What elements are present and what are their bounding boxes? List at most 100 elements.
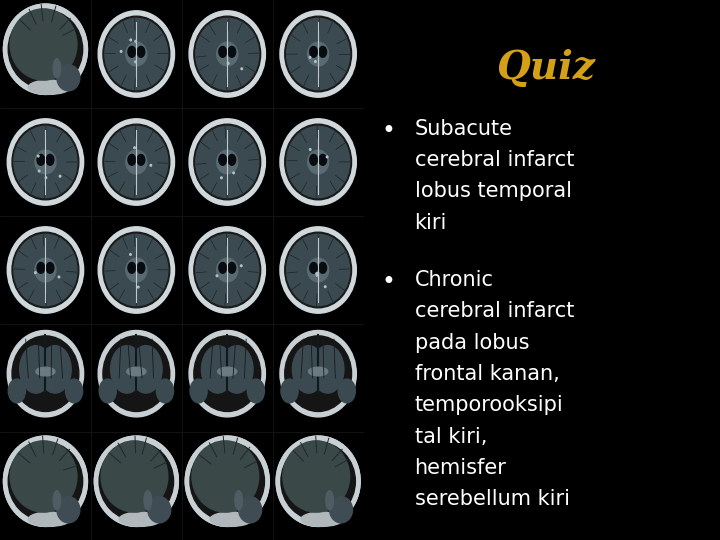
Ellipse shape bbox=[35, 258, 56, 282]
Ellipse shape bbox=[8, 442, 83, 521]
Ellipse shape bbox=[120, 512, 161, 526]
Ellipse shape bbox=[338, 379, 356, 403]
Ellipse shape bbox=[7, 227, 84, 313]
Ellipse shape bbox=[130, 254, 131, 255]
Ellipse shape bbox=[101, 441, 168, 512]
Ellipse shape bbox=[57, 497, 80, 523]
Text: frontal kanan,: frontal kanan, bbox=[415, 364, 559, 384]
Ellipse shape bbox=[103, 16, 170, 92]
Ellipse shape bbox=[105, 18, 168, 90]
Ellipse shape bbox=[280, 11, 356, 97]
Ellipse shape bbox=[284, 16, 351, 92]
Ellipse shape bbox=[35, 272, 36, 274]
Ellipse shape bbox=[128, 154, 135, 165]
Ellipse shape bbox=[186, 8, 269, 100]
Ellipse shape bbox=[240, 265, 242, 267]
Ellipse shape bbox=[4, 224, 86, 316]
Ellipse shape bbox=[196, 234, 258, 306]
Ellipse shape bbox=[130, 346, 162, 393]
Text: cerebral infarct: cerebral infarct bbox=[415, 150, 574, 170]
Ellipse shape bbox=[319, 46, 327, 57]
Ellipse shape bbox=[316, 273, 318, 274]
Ellipse shape bbox=[309, 367, 328, 376]
Ellipse shape bbox=[281, 379, 298, 403]
Ellipse shape bbox=[217, 367, 237, 376]
Ellipse shape bbox=[94, 436, 179, 526]
Ellipse shape bbox=[12, 336, 79, 411]
Ellipse shape bbox=[111, 346, 143, 393]
Ellipse shape bbox=[316, 274, 318, 276]
Ellipse shape bbox=[233, 172, 235, 174]
Ellipse shape bbox=[103, 232, 170, 308]
Ellipse shape bbox=[319, 262, 327, 273]
Ellipse shape bbox=[312, 346, 344, 393]
Ellipse shape bbox=[186, 116, 269, 208]
Ellipse shape bbox=[319, 154, 327, 165]
Ellipse shape bbox=[241, 68, 243, 70]
Text: lobus temporal: lobus temporal bbox=[415, 181, 572, 201]
Ellipse shape bbox=[14, 234, 77, 306]
Ellipse shape bbox=[135, 61, 136, 63]
Ellipse shape bbox=[310, 57, 311, 58]
Ellipse shape bbox=[134, 147, 135, 149]
Ellipse shape bbox=[280, 330, 356, 417]
Ellipse shape bbox=[277, 8, 359, 100]
Ellipse shape bbox=[103, 124, 170, 200]
Ellipse shape bbox=[137, 154, 145, 165]
Ellipse shape bbox=[196, 126, 258, 198]
Ellipse shape bbox=[219, 154, 227, 165]
Ellipse shape bbox=[217, 150, 238, 174]
Ellipse shape bbox=[189, 330, 266, 417]
Ellipse shape bbox=[287, 126, 350, 198]
Text: serebellum kiri: serebellum kiri bbox=[415, 489, 570, 509]
Ellipse shape bbox=[95, 8, 177, 100]
Ellipse shape bbox=[39, 346, 71, 393]
Ellipse shape bbox=[103, 336, 170, 411]
Ellipse shape bbox=[274, 434, 362, 529]
Ellipse shape bbox=[144, 491, 152, 510]
Ellipse shape bbox=[92, 434, 180, 529]
Ellipse shape bbox=[219, 46, 227, 57]
Ellipse shape bbox=[278, 330, 359, 426]
Ellipse shape bbox=[4, 436, 87, 526]
Ellipse shape bbox=[292, 346, 325, 393]
Text: •: • bbox=[382, 270, 396, 294]
Ellipse shape bbox=[137, 46, 145, 57]
Text: pada lobus: pada lobus bbox=[415, 333, 529, 353]
Ellipse shape bbox=[8, 379, 25, 403]
Ellipse shape bbox=[12, 124, 79, 200]
Ellipse shape bbox=[46, 262, 54, 273]
Ellipse shape bbox=[239, 497, 261, 523]
Text: •: • bbox=[382, 119, 396, 143]
Ellipse shape bbox=[287, 18, 350, 90]
Ellipse shape bbox=[186, 224, 269, 316]
Ellipse shape bbox=[57, 65, 80, 91]
Ellipse shape bbox=[190, 442, 264, 521]
Ellipse shape bbox=[98, 227, 174, 313]
Ellipse shape bbox=[4, 116, 86, 208]
Ellipse shape bbox=[150, 165, 152, 166]
Ellipse shape bbox=[190, 379, 207, 403]
Ellipse shape bbox=[156, 379, 174, 403]
Ellipse shape bbox=[194, 232, 261, 308]
Ellipse shape bbox=[66, 379, 83, 403]
Ellipse shape bbox=[228, 46, 235, 57]
Ellipse shape bbox=[219, 262, 227, 273]
Ellipse shape bbox=[148, 497, 171, 523]
Ellipse shape bbox=[135, 40, 136, 42]
Ellipse shape bbox=[284, 232, 351, 308]
Ellipse shape bbox=[10, 9, 77, 80]
Ellipse shape bbox=[126, 150, 147, 174]
Ellipse shape bbox=[277, 116, 359, 208]
Ellipse shape bbox=[310, 154, 318, 165]
Ellipse shape bbox=[1, 434, 89, 529]
Ellipse shape bbox=[38, 170, 40, 172]
Ellipse shape bbox=[307, 150, 328, 174]
Ellipse shape bbox=[325, 491, 333, 510]
Ellipse shape bbox=[126, 42, 147, 66]
Text: temporooksipi: temporooksipi bbox=[415, 395, 563, 415]
Ellipse shape bbox=[7, 330, 84, 417]
Ellipse shape bbox=[46, 154, 54, 165]
Ellipse shape bbox=[284, 336, 351, 411]
Ellipse shape bbox=[284, 124, 351, 200]
